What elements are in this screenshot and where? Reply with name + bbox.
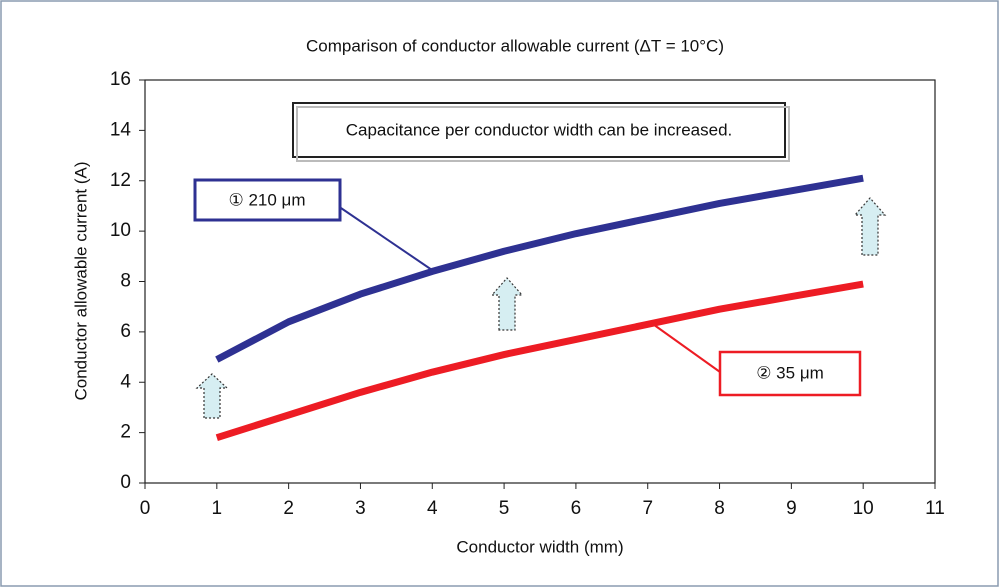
x-tick-label: 8 xyxy=(714,498,725,519)
x-tick-label: 6 xyxy=(571,498,582,519)
y-tick-label: 0 xyxy=(120,472,131,493)
x-tick-label: 4 xyxy=(427,498,438,519)
callout-line xyxy=(649,321,721,373)
arrow xyxy=(195,373,229,419)
x-tick-label: 5 xyxy=(499,498,510,519)
arrow xyxy=(853,197,887,256)
arrow xyxy=(490,277,524,331)
x-tick-label: 2 xyxy=(283,498,294,519)
series-name: ① 210 μm xyxy=(228,190,305,209)
y-tick-label: 14 xyxy=(110,119,132,140)
annotation-shadow xyxy=(296,106,790,162)
x-tick-label: 7 xyxy=(642,498,653,519)
chart-title: Comparison of conductor allowable curren… xyxy=(306,36,724,55)
up-arrows xyxy=(195,197,887,419)
y-axis-label: Conductor allowable current (A) xyxy=(71,161,90,400)
y-tick-label: 2 xyxy=(120,422,131,443)
series-name: ② 35 μm xyxy=(756,363,824,382)
x-tick-label: 11 xyxy=(925,498,945,519)
y-tick-label: 16 xyxy=(110,69,131,90)
y-tick-label: 4 xyxy=(120,371,131,392)
x-tick-label: 9 xyxy=(786,498,797,519)
series-line xyxy=(215,280,864,442)
series-callout xyxy=(193,178,342,222)
annotation-box xyxy=(292,102,786,158)
y-tick-label: 8 xyxy=(120,271,131,292)
series-line xyxy=(215,174,864,363)
annotation: Capacitance per conductor width can be i… xyxy=(346,120,733,139)
x-tick-label: 1 xyxy=(212,498,223,519)
y-tick-label: 10 xyxy=(110,220,131,241)
y-tick-label: 12 xyxy=(110,170,131,191)
x-axis-label: Conductor width (mm) xyxy=(456,537,623,556)
x-tick-label: 3 xyxy=(355,498,366,519)
x-tick-label: 0 xyxy=(140,498,151,519)
series-callout xyxy=(718,350,862,397)
x-tick-label: 10 xyxy=(853,498,874,519)
callout-line xyxy=(337,205,433,271)
y-tick-label: 6 xyxy=(120,321,131,342)
